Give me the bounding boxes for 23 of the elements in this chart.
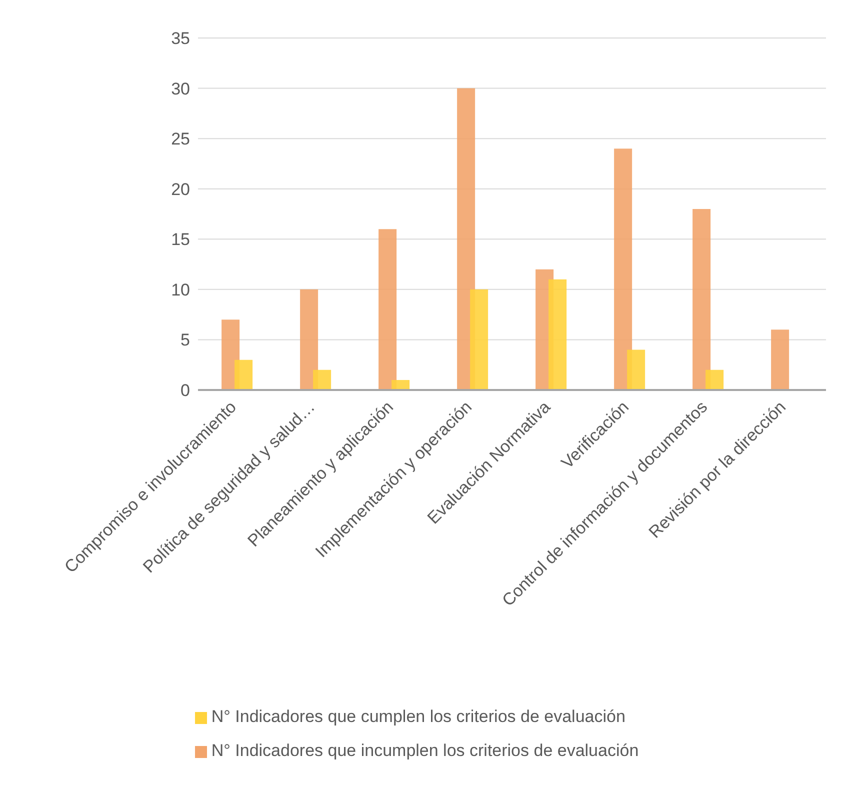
legend-label: N° Indicadores que incumplen los criterios de evaluación (211, 741, 639, 760)
bar (548, 279, 567, 390)
y-tick-label: 0 (180, 381, 190, 400)
bar (313, 370, 332, 390)
y-tick-label: 30 (171, 79, 190, 98)
bar (234, 360, 253, 390)
y-tick-label: 5 (180, 330, 190, 350)
bar (614, 148, 632, 390)
y-tick-label: 15 (171, 230, 190, 250)
bar (378, 229, 397, 390)
bar (470, 289, 488, 390)
bar (692, 208, 711, 390)
y-tick-label: 25 (171, 130, 190, 149)
bar (300, 289, 318, 390)
y-tick-label: 10 (171, 280, 190, 300)
bar (457, 88, 476, 390)
legend-label: N° Indicadores que cumplen los criterios de evaluación (211, 707, 626, 726)
y-tick-label: 35 (171, 29, 190, 48)
bar (706, 370, 724, 390)
bar (392, 380, 410, 390)
y-tick-label: 20 (171, 180, 190, 199)
bar (771, 330, 790, 390)
bar (627, 350, 646, 390)
